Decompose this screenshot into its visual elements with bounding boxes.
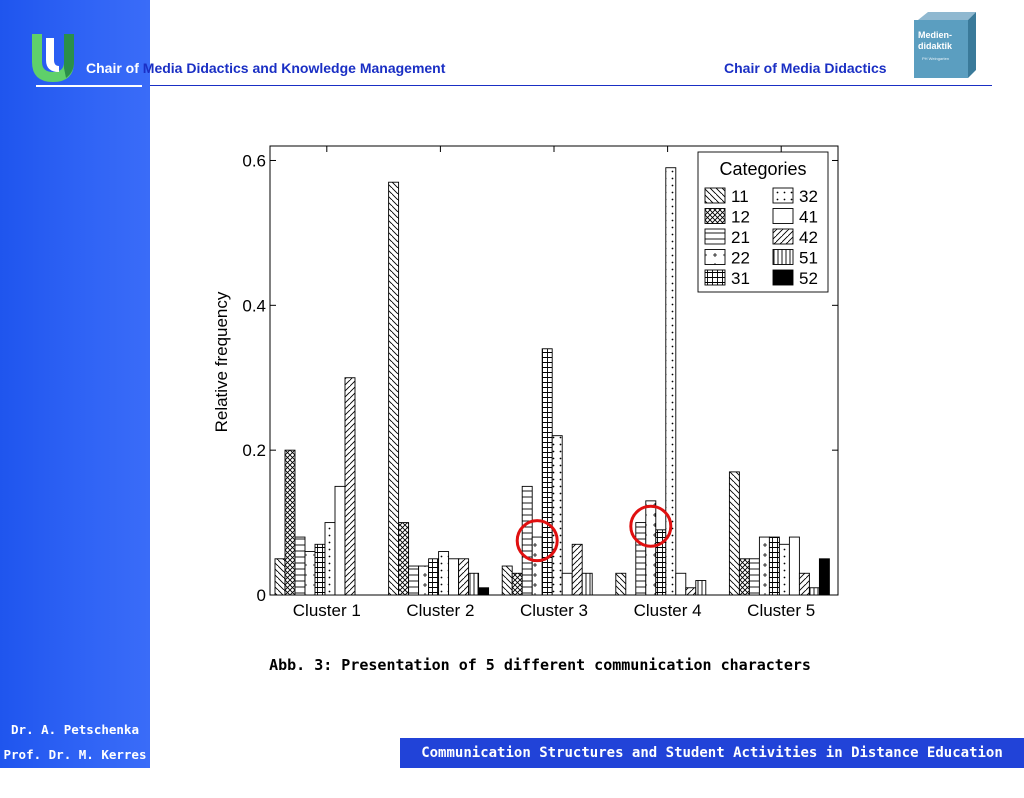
- bar-series-32: [665, 167, 677, 596]
- bar-series-32: [551, 435, 563, 596]
- bar-series-12: [284, 449, 296, 596]
- highlight-circle: [629, 504, 673, 548]
- legend-label: 32: [799, 187, 818, 206]
- bar-series-51: [581, 572, 593, 596]
- mediendidaktik-logo-icon: Medien- didaktik PH Weingarten: [914, 12, 976, 78]
- bar-series-31: [768, 536, 780, 596]
- bar-series-32: [324, 522, 336, 596]
- bar-series-41: [675, 572, 687, 596]
- header-underline: [36, 85, 142, 87]
- y-tick-label: 0.2: [242, 441, 266, 460]
- legend-label: 42: [799, 228, 818, 247]
- legend-swatch-21: [704, 228, 726, 245]
- bar-series-52: [478, 587, 490, 596]
- bar-series-22: [304, 551, 316, 596]
- header-title-left-first: Chair of: [86, 60, 139, 76]
- bar-series-52: [818, 558, 830, 596]
- bar-series-42: [344, 377, 356, 596]
- author-name: Prof. Dr. M. Kerres: [3, 747, 147, 762]
- mediendidaktik-logo-text: Medien-: [918, 30, 952, 40]
- bar-series-41: [334, 485, 346, 596]
- legend-label: 22: [731, 249, 750, 268]
- legend-swatch-11: [704, 187, 726, 204]
- bar-series-12: [738, 558, 750, 596]
- legend-label: 41: [799, 208, 818, 227]
- legend-swatch-41: [772, 208, 794, 224]
- legend-swatch-42: [772, 228, 794, 245]
- legend-label: 21: [731, 228, 750, 247]
- bar-series-42: [798, 572, 810, 596]
- y-axis-label: Relative frequency: [212, 291, 231, 432]
- legend-swatch-51: [772, 249, 794, 265]
- bar-series-12: [398, 522, 410, 596]
- y-tick-label: 0.6: [242, 151, 266, 170]
- legend-swatch-32: [772, 187, 794, 204]
- header-title-left: Chair of Media Didactics and Knowledge M…: [86, 60, 445, 76]
- bar-series-51: [808, 587, 820, 596]
- bar-series-31: [428, 558, 440, 596]
- author-name: Dr. A. Petschenka: [11, 722, 139, 737]
- svg-text:didaktik: didaktik: [918, 41, 953, 51]
- bar-series-42: [458, 558, 470, 596]
- bar-series-42: [571, 543, 583, 596]
- bar-series-21: [294, 536, 306, 596]
- sidebar: [0, 0, 150, 768]
- university-logo-icon: [32, 34, 74, 82]
- legend-label: 52: [799, 269, 818, 288]
- bar-series-11: [274, 558, 286, 596]
- bar-series-41: [448, 558, 460, 596]
- legend-label: 11: [731, 187, 749, 206]
- bar-series-21: [748, 558, 760, 596]
- bar-series-42: [685, 587, 697, 596]
- footer-title: Communication Structures and Student Act…: [400, 738, 1024, 791]
- header-divider: [150, 85, 992, 86]
- x-tick-label: Cluster 4: [634, 601, 702, 620]
- legend-label: 51: [799, 249, 818, 268]
- bar-chart: 0 0.2 0.4 0.6 Cluster 1 Cluster 2 Cluster 3 Clu…: [212, 145, 839, 620]
- bar-series-21: [521, 485, 533, 596]
- bar-series-12: [511, 572, 523, 596]
- bar-series-11: [388, 181, 400, 596]
- y-tick-label: 0: [257, 586, 266, 605]
- bar-series-41: [788, 536, 800, 596]
- bar-series-41: [561, 572, 573, 596]
- x-tick-label: Cluster 3: [520, 601, 588, 620]
- legend-label: 12: [731, 208, 750, 227]
- bar-series-22: [645, 500, 657, 596]
- legend-swatch-31: [704, 269, 726, 286]
- highlight-circle: [515, 519, 559, 563]
- bar-series-22: [418, 565, 430, 596]
- bar-series-32: [778, 543, 790, 596]
- mediendidaktik-logo-subtext: PH Weingarten: [922, 56, 949, 61]
- x-tick-label: Cluster 5: [747, 601, 815, 620]
- legend-swatch-22: [704, 249, 726, 265]
- legend-swatch-52: [772, 269, 794, 286]
- y-tick-label: 0.4: [242, 296, 266, 315]
- bar-series-22: [758, 536, 770, 596]
- header-title-right: Chair of Media Didactics: [724, 60, 887, 76]
- bar-series-11: [728, 471, 740, 596]
- bar-series-51: [468, 572, 480, 596]
- x-tick-label: Cluster 2: [406, 601, 474, 620]
- figure-caption: Abb. 3: Presentation of 5 different comm…: [269, 656, 811, 674]
- bar-series-21: [635, 522, 647, 596]
- bar-series-11: [615, 572, 627, 596]
- bar-series-22: [531, 536, 543, 596]
- legend-label: 31: [731, 269, 750, 288]
- x-tick-label: Cluster 1: [293, 601, 361, 620]
- header-title-left-rest: Media Didactics and Knowledge Management: [138, 60, 446, 76]
- bar-series-31: [314, 543, 326, 596]
- bar-series-32: [438, 551, 450, 596]
- bar-series-11: [501, 565, 513, 596]
- bar-series-21: [408, 565, 420, 596]
- legend-title: Categories: [719, 159, 806, 179]
- bar-series-51: [695, 580, 707, 596]
- legend-swatch-12: [704, 208, 726, 224]
